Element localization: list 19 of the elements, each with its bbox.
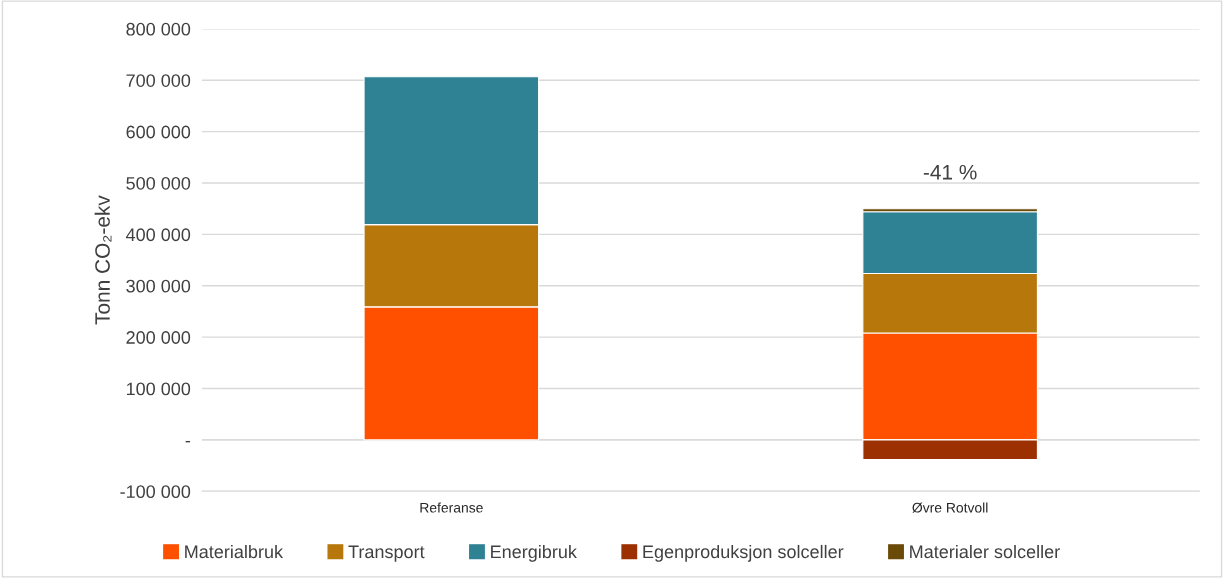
y-tick-label: 500 000	[126, 176, 191, 190]
y-tick-label: 100 000	[126, 382, 191, 396]
legend-label: Materialer solceller	[910, 544, 1060, 559]
legend-label: Energibruk	[491, 544, 577, 562]
y-tick-label: 800 000	[126, 22, 191, 36]
x-tick-label: Referanse	[420, 502, 483, 513]
y-tick-label: 300 000	[126, 279, 191, 293]
y-tick-label: 600 000	[126, 125, 191, 139]
y-tick-label: 200 000	[126, 331, 191, 344]
annotation: -41 %	[923, 164, 977, 180]
y-tick-label: -100 000	[120, 485, 191, 499]
y-tick-label: 700 000	[126, 74, 191, 87]
x-tick-label: Øvre Rotvoll	[912, 502, 988, 513]
legend-label: Egenproduksjon solceller	[643, 544, 844, 562]
y-tick-label: -	[185, 440, 191, 443]
legend-label: Transport	[348, 545, 425, 562]
y-tick-label: 400 000	[126, 228, 191, 242]
legend-label: Materialbruk	[185, 544, 284, 559]
y-axis-title: Tonn CO₂-ekv	[94, 195, 112, 325]
